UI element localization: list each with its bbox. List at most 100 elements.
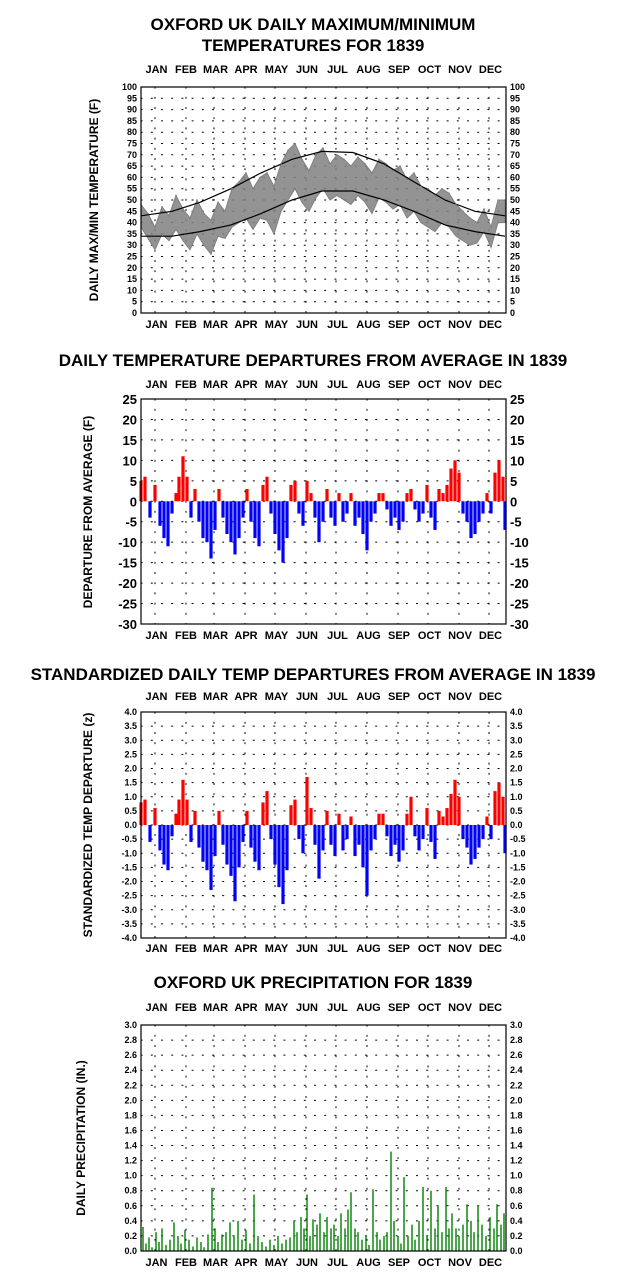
month-label-bottom: SEP	[388, 319, 410, 331]
precipitation-bar	[245, 1229, 247, 1251]
precipitation-bar	[489, 1217, 491, 1251]
y-tick-label-left: -10	[118, 535, 137, 550]
observed-max-point	[441, 187, 443, 190]
precipitation-bar	[350, 1192, 352, 1251]
departure-bar-negative	[158, 501, 162, 526]
month-label-bottom: MAR	[203, 943, 228, 955]
y-tick-label-left: 0.5	[124, 806, 137, 816]
departure-bar-positive	[217, 810, 221, 825]
precipitation-bar	[265, 1246, 267, 1251]
y-tick-label-right: -15	[510, 556, 529, 571]
month-label-top: JUL	[327, 1002, 348, 1014]
precipitation-bar	[142, 1226, 144, 1251]
precipitation-bar	[347, 1209, 349, 1251]
departure-bar-negative	[365, 501, 369, 551]
y-tick-label-left: 55	[127, 184, 137, 194]
y-tick-label-left: 70	[127, 150, 137, 160]
precipitation-bar	[269, 1239, 271, 1251]
month-label-bottom: FEB	[175, 630, 197, 642]
y-tick-label-left: 60	[127, 172, 137, 182]
month-label-top: AUG	[356, 1002, 380, 1014]
plot-frame	[140, 1024, 507, 1252]
y-tick-label-left: -3.5	[121, 919, 137, 929]
month-label-bottom: JUL	[327, 319, 348, 331]
observed-max-point	[238, 181, 240, 183]
departure-bar-positive	[261, 484, 265, 502]
departure-bar-negative	[253, 501, 257, 539]
y-tick-label-right: 50	[510, 195, 520, 205]
departure-bar-positive	[377, 813, 381, 825]
precipitation-bar	[306, 1194, 308, 1251]
month-label-top: DEC	[479, 691, 502, 703]
precipitation-bar	[261, 1241, 263, 1251]
departure-bar-positive	[501, 476, 505, 502]
y-tick-label-right: 1.4	[510, 1141, 523, 1151]
precipitation-bar	[503, 1213, 505, 1251]
precipitation-bar	[500, 1224, 502, 1251]
departure-bar-negative	[413, 501, 417, 510]
departure-bar-negative	[205, 501, 209, 543]
y-tick-label-left: -20	[118, 576, 137, 591]
precipitation-bar	[257, 1235, 259, 1251]
departure-bar-positive	[425, 808, 429, 825]
precipitation-bar	[422, 1186, 424, 1251]
y-tick-label-left: 20	[127, 263, 137, 273]
month-label-top: NOV	[448, 1002, 473, 1014]
y-tick-label-right: 40	[510, 218, 520, 228]
y-tick-label-left: -1.0	[121, 848, 137, 858]
precipitation-bar	[477, 1205, 479, 1251]
month-label-top: MAR	[203, 1002, 228, 1014]
y-tick-label-left: 40	[127, 218, 137, 228]
month-label-bottom: NOV	[448, 1257, 473, 1269]
y-tick-label-left: 20	[123, 412, 137, 427]
y-tick-label-right: -1.0	[510, 848, 526, 858]
y-tick-label-right: -3.5	[510, 919, 526, 929]
y-tick-label-left: 15	[123, 433, 137, 448]
departure-bar-negative	[333, 825, 337, 857]
departure-bar-positive	[265, 791, 269, 825]
y-tick-label-left: 2.8	[124, 1035, 137, 1045]
departure-bar-negative	[465, 825, 469, 848]
precipitation-bar	[180, 1243, 182, 1251]
month-label-bottom: OCT	[418, 630, 442, 642]
y-tick-label-left: 0.2	[124, 1231, 137, 1241]
y-tick-label-right: 20	[510, 412, 524, 427]
departure-bar-negative	[385, 501, 389, 510]
month-label-top: JUL	[327, 379, 348, 391]
month-label-bottom: JUN	[296, 319, 318, 331]
precipitation-bar	[390, 1151, 392, 1251]
observed-max-point	[315, 154, 317, 156]
observed-temperature-range	[140, 142, 506, 256]
y-tick-label-right: -2.5	[510, 891, 526, 901]
departure-bar-negative	[373, 501, 377, 514]
y-tick-label-right: 95	[510, 93, 520, 103]
departure-bar-negative	[313, 825, 317, 845]
y-tick-label-left: 85	[127, 116, 137, 126]
y-tick-label-left: 1.4	[124, 1141, 137, 1151]
month-label-top: NOV	[448, 64, 473, 76]
departure-bar-negative	[221, 825, 225, 845]
departure-bar-negative	[477, 825, 481, 848]
month-label-top: JUL	[327, 691, 348, 703]
departure-bar-positive	[449, 468, 453, 502]
departure-bar-positive	[185, 799, 189, 825]
departure-bar-positive	[193, 489, 197, 502]
month-label-top: SEP	[388, 64, 410, 76]
departure-bar-positive	[265, 476, 269, 502]
departure-bar-negative	[433, 825, 437, 859]
departure-bar-positive	[245, 489, 249, 502]
departure-bar-positive	[377, 493, 381, 502]
departure-bar-negative	[197, 825, 201, 848]
y-axis-label: DEPARTURE FROM AVERAGE (F)	[81, 416, 95, 608]
month-label-top: SEP	[388, 691, 410, 703]
y-tick-label-left: 30	[127, 240, 137, 250]
departure-bar-negative	[257, 825, 261, 871]
departure-bar-positive	[497, 782, 501, 825]
y-tick-label-left: 1.0	[124, 792, 137, 802]
precipitation-bar	[451, 1213, 453, 1251]
y-tick-label-right: 0	[510, 494, 517, 509]
departure-bar-negative	[401, 501, 405, 522]
month-label-top: MAR	[203, 64, 228, 76]
y-tick-label-right: 1.5	[510, 778, 523, 788]
observed-max-point	[168, 215, 170, 217]
